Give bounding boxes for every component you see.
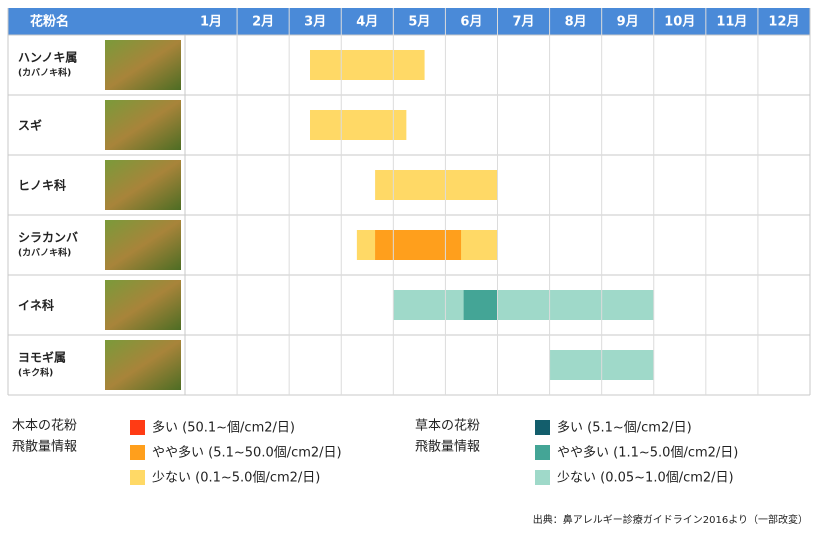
month-label: 11月 [716,15,747,30]
month-label: 2月 [252,15,274,30]
header-label: 花粉名 [30,14,69,30]
month-label: 12月 [768,15,799,30]
legend-swatch [535,445,550,460]
legend-label: 多い (50.1~個/cm2/日) [152,420,295,436]
pollen-photo [105,100,181,150]
month-label: 3月 [304,15,326,30]
legend-swatch [130,445,145,460]
legend-label: 多い (5.1~個/cm2/日) [557,420,692,436]
pollen-name: ヒノキ科 [18,178,66,193]
legend-label: 少ない (0.05~1.0個/cm2/日) [557,471,734,486]
legend-swatch [130,420,145,435]
pollen-photo [105,340,181,390]
season-bar [310,50,425,80]
month-label: 10月 [664,15,695,30]
legend-label: やや多い (1.1~5.0個/cm2/日) [557,445,738,461]
legend-title: 飛散量情報 [12,440,77,455]
month-label: 7月 [513,15,535,30]
header-bar [8,8,810,35]
pollen-name: イネ科 [18,298,54,313]
pollen-family: (カバノキ科) [18,247,71,259]
pollen-photo [105,220,181,270]
month-label: 1月 [200,15,222,30]
legend-title: 木本の花粉 [12,418,77,434]
season-bar [463,290,498,320]
legend-label: やや多い (5.1~50.0個/cm2/日) [152,445,342,461]
month-label: 9月 [617,15,639,30]
month-label: 6月 [460,15,482,30]
legend-swatch [130,470,145,485]
pollen-photo [105,160,181,210]
season-bar [393,290,654,320]
legend-title: 飛散量情報 [415,440,480,455]
pollen-photo [105,280,181,330]
legend-swatch [535,470,550,485]
pollen-family: (キク科) [18,367,53,379]
pollen-name: シラカンバ [18,231,78,245]
source: 出典：鼻アレルギー診療ガイドライン2016より（一部改変） [533,513,808,526]
season-bar [375,230,462,260]
legend-label: 少ない (0.1~5.0個/cm2/日) [152,471,320,486]
pollen-name: ヨモギ属 [18,350,66,365]
pollen-name: スギ [18,118,42,133]
legend-swatch [535,420,550,435]
pollen-photo [105,40,181,90]
season-bar [310,110,407,140]
month-label: 8月 [565,15,587,30]
legend-title: 草本の花粉 [415,418,480,434]
month-label: 4月 [356,15,378,30]
month-label: 5月 [408,15,430,30]
pollen-name: ハンノキ属 [18,51,77,65]
pollen-family: (カバノキ科) [18,67,71,79]
season-bar [375,170,498,200]
